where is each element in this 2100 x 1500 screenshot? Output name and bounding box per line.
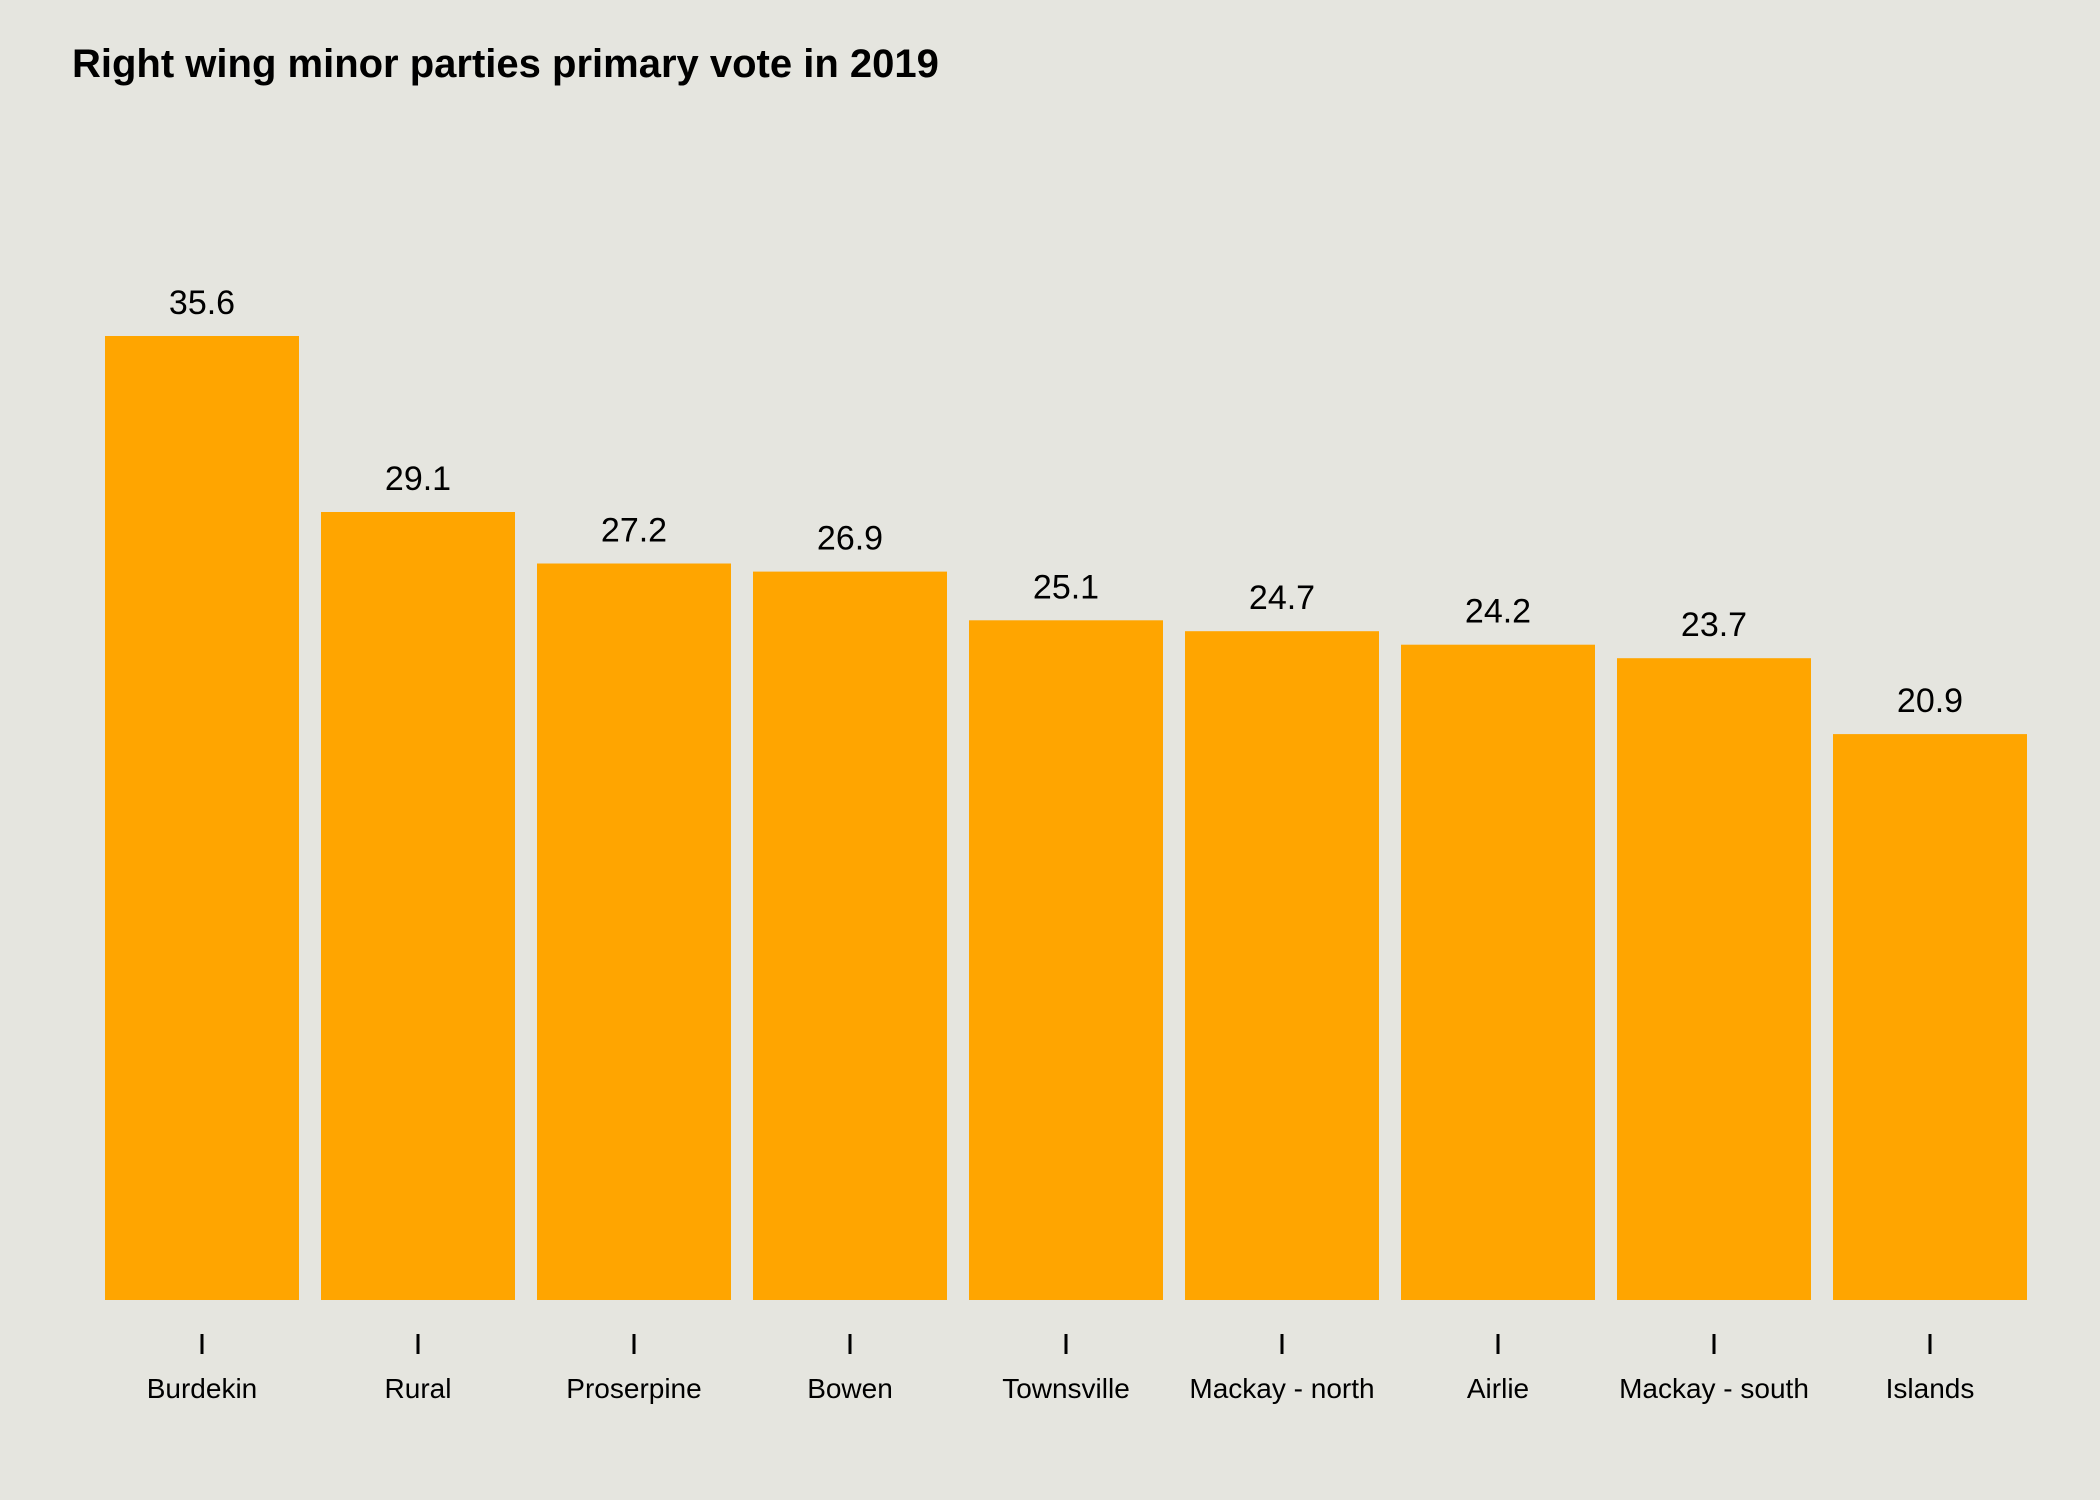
x-tick-label: Burdekin (147, 1373, 258, 1404)
bar-islands (1833, 734, 2027, 1300)
x-tick-label: Townsville (1002, 1373, 1130, 1404)
bar-airlie (1401, 644, 1595, 1300)
x-tick-label: Rural (385, 1373, 452, 1404)
bar-mackay-south (1617, 658, 1811, 1300)
bar-value-label: 35.6 (169, 284, 235, 322)
x-tick-label: Mackay - south (1619, 1373, 1809, 1404)
bar-value-label: 24.7 (1249, 579, 1315, 617)
bar-value-label: 29.1 (385, 460, 451, 498)
x-tick-label: Islands (1886, 1373, 1975, 1404)
bar-rural (321, 512, 515, 1300)
bar-bowen (753, 571, 947, 1300)
chart-title: Right wing minor parties primary vote in… (72, 42, 939, 86)
bar-value-label: 27.2 (601, 512, 667, 550)
bar-proserpine (537, 563, 731, 1300)
bar-townsville (969, 620, 1163, 1300)
x-tick-label: Airlie (1467, 1373, 1529, 1404)
bar-burdekin (105, 336, 299, 1300)
x-tick-label: Mackay - north (1189, 1373, 1374, 1404)
bar-value-label: 20.9 (1897, 682, 1963, 720)
bar-mackay-north (1185, 631, 1379, 1300)
bar-value-label: 23.7 (1681, 606, 1747, 644)
x-tick-label: Proserpine (566, 1373, 701, 1404)
x-tick-label: Bowen (807, 1373, 893, 1404)
bar-value-label: 24.2 (1465, 593, 1531, 631)
bar-value-label: 25.1 (1033, 568, 1099, 606)
bar-value-label: 26.9 (817, 520, 883, 558)
